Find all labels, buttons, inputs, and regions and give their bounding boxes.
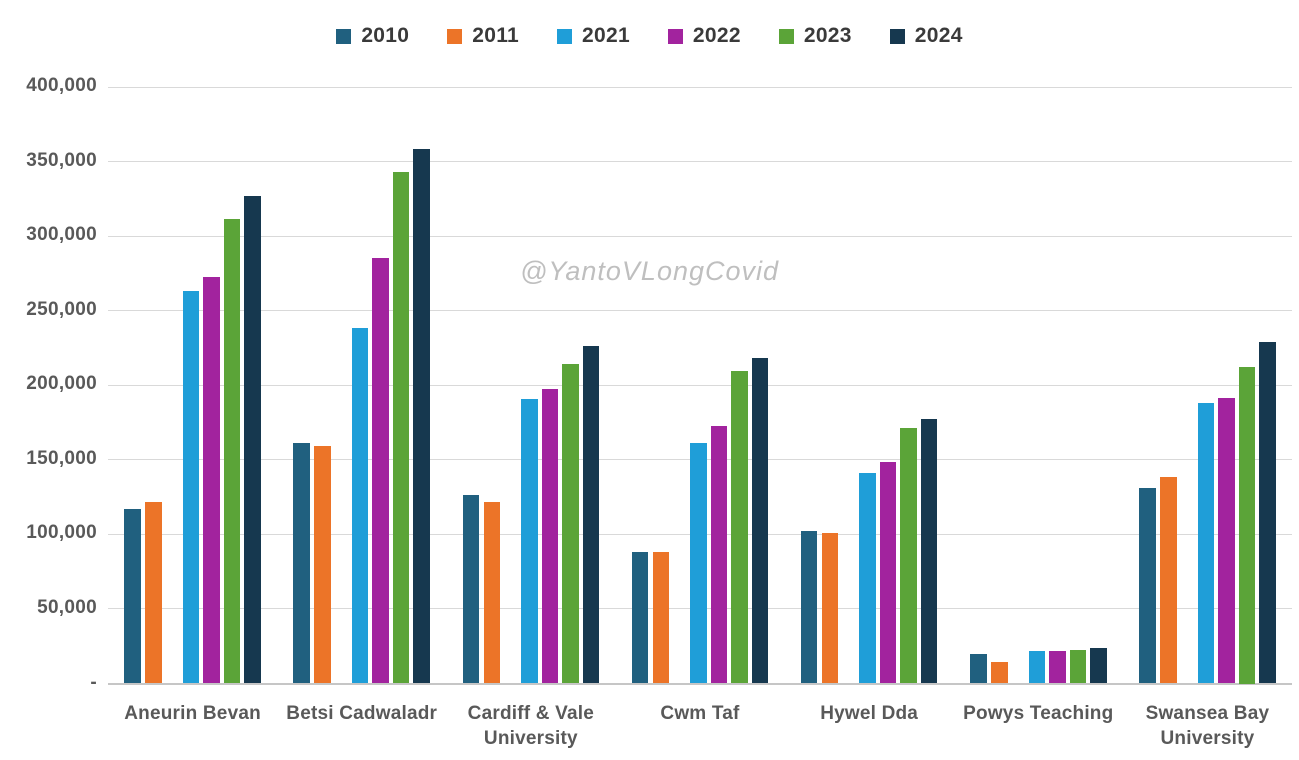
legend-swatch-icon	[336, 28, 352, 44]
y-axis-tick-label: 100,000	[26, 522, 97, 544]
gridline	[108, 384, 1292, 386]
y-axis-tick-label: 200,000	[26, 373, 97, 395]
bar-2024-2	[413, 148, 430, 684]
legend-item-2024: 2024	[889, 24, 963, 48]
bar-2021-1	[182, 291, 200, 684]
legend-label: 2011	[472, 24, 519, 47]
legend-item-2010: 2010	[336, 24, 409, 48]
bar-2022-4	[710, 425, 728, 684]
legend-swatch-icon	[447, 28, 463, 44]
bar-2021-4	[690, 443, 707, 684]
bar-2023-7	[1238, 366, 1256, 684]
legend-item-2023: 2023	[778, 24, 852, 48]
bar-2023-3	[562, 363, 579, 684]
bar-2024-1	[244, 195, 261, 684]
bar-2021-6	[1028, 650, 1046, 684]
bar-2010-6	[970, 654, 987, 684]
x-axis-label: Swansea Bay University	[1145, 702, 1270, 750]
y-axis-tick-label: 150,000	[26, 447, 97, 469]
bar-2011-4	[652, 551, 670, 684]
legend-item-2011: 2011	[447, 24, 519, 48]
bar-2021-2	[351, 327, 369, 684]
legend-item-2022: 2022	[667, 24, 741, 48]
legend-item-2021: 2021	[557, 24, 630, 48]
bar-2023-1	[223, 218, 241, 684]
y-axis-tick-label: 250,000	[26, 298, 97, 320]
gridline	[108, 310, 1292, 312]
x-axis-label: Hywel Dda	[820, 702, 919, 724]
bar-2023-4	[731, 371, 748, 684]
bar-2011-3	[483, 502, 501, 684]
bar-2024-4	[751, 357, 769, 684]
legend-label: 2023	[803, 24, 852, 47]
x-axis-label: Aneurin Bevan	[124, 702, 261, 724]
bar-2011-1	[145, 502, 162, 684]
chart-legend: 2010 2011 2021 2022 2023 2024	[0, 24, 1299, 48]
bar-2024-3	[582, 345, 600, 684]
bar-2022-6	[1049, 651, 1066, 684]
bar-2023-2	[392, 172, 410, 684]
bar-2024-7	[1259, 342, 1276, 684]
bar-2011-5	[821, 532, 839, 684]
legend-label: 2022	[692, 24, 741, 47]
bar-2010-2	[293, 442, 310, 684]
bar-2024-5	[920, 418, 938, 684]
legend-swatch-icon	[557, 28, 572, 44]
bar-2021-3	[521, 399, 538, 684]
y-axis-tick-label: 350,000	[26, 149, 97, 171]
bar-2011-6	[991, 661, 1008, 684]
legend-label: 2021	[582, 24, 630, 47]
legend-swatch-icon	[778, 28, 794, 44]
bar-2022-7	[1218, 397, 1235, 684]
bar-2011-2	[314, 445, 331, 684]
bar-2023-5	[900, 427, 917, 684]
y-axis-tick-label: -	[90, 671, 97, 693]
bar-2010-3	[462, 494, 480, 684]
legend-swatch-icon	[667, 28, 683, 44]
gridline	[108, 86, 1292, 88]
bar-2010-7	[1139, 488, 1156, 684]
bar-2010-5	[800, 530, 818, 684]
x-axis-label: Cwm Taf	[660, 702, 740, 724]
bar-2011-7	[1160, 476, 1177, 684]
bar-2024-6	[1090, 647, 1107, 684]
watermark: @YantoVLongCovid	[519, 256, 780, 286]
bar-2010-4	[631, 551, 649, 684]
bar-2022-3	[541, 388, 559, 684]
bar-2022-2	[372, 257, 389, 684]
y-axis-tick-label: 300,000	[26, 224, 97, 246]
x-axis-label: Powys Teaching	[963, 702, 1114, 724]
x-axis-line	[108, 682, 1292, 685]
bar-2010-1	[124, 509, 141, 684]
legend-label: 2024	[914, 24, 963, 47]
bar-2022-5	[879, 462, 897, 684]
bar-2022-1	[203, 277, 220, 684]
y-axis-tick-label: 50,000	[37, 596, 97, 618]
y-axis-tick-label: 400,000	[26, 75, 97, 96]
bar-2021-7	[1197, 403, 1215, 684]
x-axis-label: Betsi Cadwaladr	[286, 702, 438, 724]
gridline	[108, 161, 1292, 163]
legend-label: 2010	[361, 24, 410, 47]
bar-2023-6	[1069, 649, 1087, 684]
bar-2021-5	[859, 473, 876, 684]
gridline	[108, 235, 1292, 237]
legend-swatch-icon	[889, 28, 905, 44]
x-axis-label: Cardiff & Vale University	[467, 702, 595, 750]
